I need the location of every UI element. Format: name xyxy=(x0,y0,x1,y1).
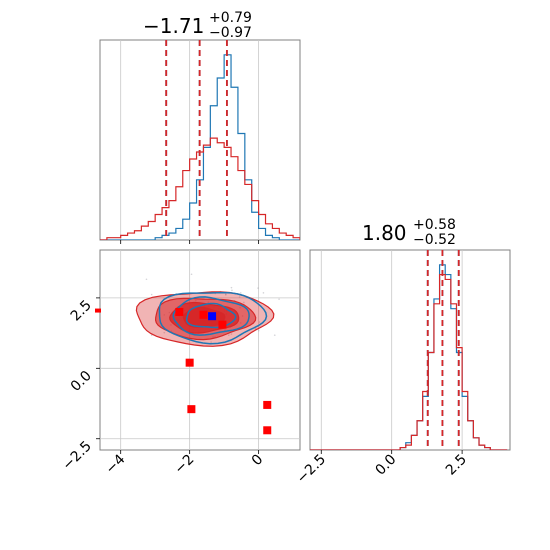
reference-markers xyxy=(95,307,272,435)
red-marker xyxy=(263,400,272,409)
x-tick-label: 2.5 xyxy=(443,452,470,479)
red-marker xyxy=(199,310,208,319)
x-ticks: −4 −2 0 xyxy=(103,450,267,478)
quantile-lines xyxy=(426,250,460,450)
title-minus: −0.52 xyxy=(413,232,456,248)
title-value: −1.71 xyxy=(143,14,204,38)
contour-blue xyxy=(172,296,250,336)
sample-point xyxy=(243,301,245,304)
histogram-series-2 xyxy=(100,137,300,240)
title-plus: +0.58 xyxy=(413,217,456,233)
x-tick-label: 0.0 xyxy=(372,452,399,479)
panel-title-param-2: 1.80 +0.58 −0.52 xyxy=(362,217,456,248)
title-value: 1.80 xyxy=(362,221,407,245)
marginal-panel-param-1 xyxy=(99,39,301,244)
sample-point xyxy=(150,293,153,296)
sample-point xyxy=(163,331,166,334)
red-marker xyxy=(185,358,194,367)
sample-point xyxy=(258,321,261,323)
title-minus: −0.97 xyxy=(209,25,252,41)
red-marker xyxy=(175,307,184,316)
sample-point xyxy=(230,333,233,335)
sample-point xyxy=(230,286,233,289)
x-tick-label: 0 xyxy=(249,452,267,470)
y-tick-label: 0.0 xyxy=(68,368,95,395)
x-tick-label: −4 xyxy=(103,451,129,477)
sample-point xyxy=(278,298,280,300)
quantile-lines xyxy=(165,40,228,240)
y-tick-label: −2.5 xyxy=(59,438,94,473)
red-edge-marker xyxy=(95,308,101,313)
sample-point xyxy=(262,292,265,294)
histogram-series xyxy=(100,54,300,240)
sample-point xyxy=(150,334,153,337)
joint-panel: −4 −2 0 −2.5 0.0 2.5 xyxy=(59,249,301,478)
x-tick-label: −2 xyxy=(172,452,198,478)
grid xyxy=(100,250,300,450)
sample-point xyxy=(225,293,227,296)
red-marker xyxy=(187,405,196,414)
blue-marker xyxy=(208,312,217,321)
contour-blue xyxy=(158,291,268,345)
sample-point xyxy=(231,289,233,292)
y-tick-label: 2.5 xyxy=(68,297,95,324)
sample-point xyxy=(227,334,230,337)
histogram-series-1 xyxy=(100,54,300,240)
marginal-panel-param-2: −2.5 0.0 2.5 xyxy=(294,249,511,487)
panel-title-param-1: −1.71 +0.79 −0.97 xyxy=(143,10,252,41)
y-ticks: −2.5 0.0 2.5 xyxy=(59,297,100,474)
sample-point xyxy=(238,296,241,298)
sample-point xyxy=(257,287,259,289)
title-plus: +0.79 xyxy=(209,10,252,26)
sample-point xyxy=(273,334,276,336)
red-marker xyxy=(218,320,227,329)
red-marker xyxy=(263,426,272,435)
sample-point xyxy=(145,278,148,281)
sample-point xyxy=(210,341,212,343)
sample-point xyxy=(239,292,242,294)
x-ticks: −2.5 0.0 2.5 xyxy=(294,450,470,487)
x-tick-label: −2.5 xyxy=(294,452,329,487)
sample-point xyxy=(254,327,257,330)
x-ticks xyxy=(120,240,260,244)
sample-point xyxy=(257,329,260,332)
sample-point xyxy=(190,273,193,276)
